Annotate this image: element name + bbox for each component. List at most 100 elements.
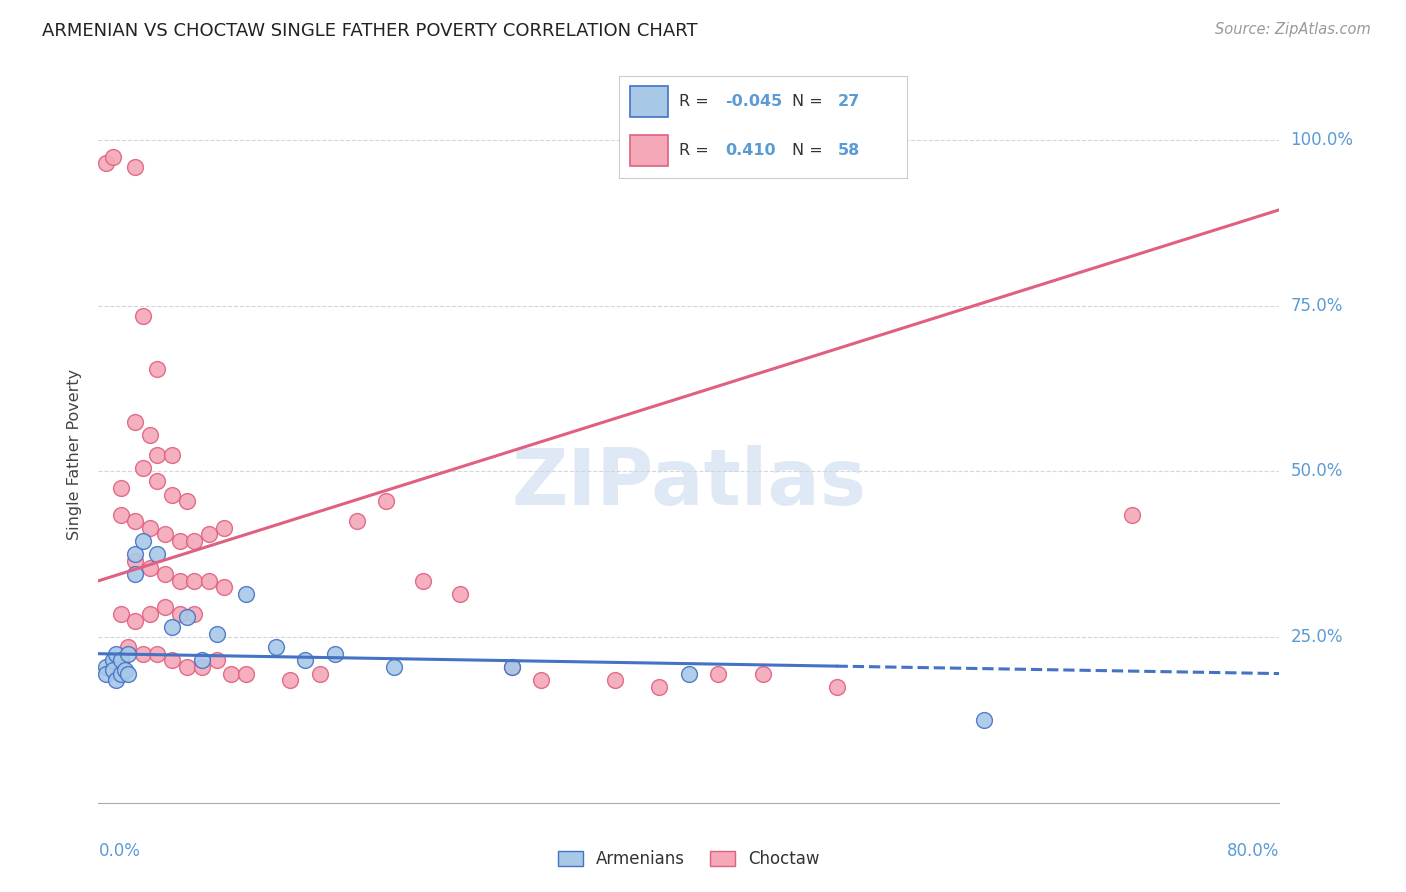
Point — [205, 627, 228, 641]
Point — [412, 574, 434, 588]
Point — [264, 640, 287, 654]
Point — [124, 554, 146, 568]
Point — [103, 663, 125, 677]
Text: 50.0%: 50.0% — [1291, 462, 1343, 481]
Point — [110, 607, 132, 621]
Point — [132, 534, 155, 549]
Point — [707, 666, 730, 681]
Legend: Armenians, Choctaw: Armenians, Choctaw — [551, 843, 827, 874]
Point — [678, 666, 700, 681]
Point — [153, 527, 176, 541]
Point — [375, 494, 398, 508]
Point — [323, 647, 346, 661]
Text: R =: R = — [679, 144, 714, 158]
Text: 80.0%: 80.0% — [1227, 842, 1279, 860]
Point — [278, 673, 302, 688]
Point — [105, 673, 128, 688]
Point — [162, 448, 183, 462]
Point — [191, 653, 214, 667]
Point — [146, 361, 169, 376]
Text: R =: R = — [679, 94, 714, 109]
Point — [132, 309, 155, 323]
Point — [103, 150, 125, 164]
Text: 27: 27 — [838, 94, 860, 109]
Text: ARMENIAN VS CHOCTAW SINGLE FATHER POVERTY CORRELATION CHART: ARMENIAN VS CHOCTAW SINGLE FATHER POVERT… — [42, 22, 697, 40]
Point — [309, 666, 332, 681]
Point — [139, 428, 162, 442]
Point — [205, 653, 228, 667]
Point — [124, 160, 146, 174]
Point — [176, 494, 198, 508]
Y-axis label: Single Father Poverty: Single Father Poverty — [67, 369, 83, 541]
Point — [94, 666, 117, 681]
Point — [973, 713, 995, 727]
Point — [117, 647, 139, 661]
Point — [162, 488, 183, 502]
Point — [605, 673, 627, 688]
Point — [825, 680, 848, 694]
Point — [751, 666, 773, 681]
Point — [146, 475, 169, 489]
Point — [176, 660, 198, 674]
Point — [346, 514, 368, 528]
Point — [1121, 508, 1143, 522]
Text: 58: 58 — [838, 144, 860, 158]
Point — [94, 156, 117, 170]
Point — [212, 521, 235, 535]
Point — [110, 508, 132, 522]
Point — [153, 600, 176, 615]
Point — [501, 660, 523, 674]
Text: ZIPatlas: ZIPatlas — [512, 445, 866, 521]
Point — [114, 663, 136, 677]
Text: 0.410: 0.410 — [725, 144, 776, 158]
Point — [449, 587, 471, 601]
Point — [530, 673, 553, 688]
Point — [169, 574, 191, 588]
Text: 75.0%: 75.0% — [1291, 297, 1343, 315]
Point — [124, 567, 146, 582]
Point — [146, 448, 169, 462]
Point — [124, 514, 146, 528]
Point — [162, 620, 183, 634]
Text: Source: ZipAtlas.com: Source: ZipAtlas.com — [1215, 22, 1371, 37]
Point — [162, 653, 183, 667]
Point — [198, 574, 221, 588]
Text: N =: N = — [792, 94, 828, 109]
FancyBboxPatch shape — [630, 136, 668, 166]
Point — [139, 607, 162, 621]
Point — [132, 461, 155, 475]
Point — [183, 534, 205, 549]
Point — [124, 614, 146, 628]
Point — [183, 607, 205, 621]
Point — [648, 680, 671, 694]
Point — [169, 607, 191, 621]
Point — [139, 521, 162, 535]
Point — [117, 640, 139, 654]
Text: 0.0%: 0.0% — [98, 842, 141, 860]
Point — [139, 560, 162, 574]
Text: -0.045: -0.045 — [725, 94, 783, 109]
Point — [212, 581, 235, 595]
Point — [294, 653, 316, 667]
Point — [94, 660, 117, 674]
Point — [132, 647, 155, 661]
Point — [382, 660, 405, 674]
Point — [124, 547, 146, 561]
Point — [169, 534, 191, 549]
Point — [146, 547, 169, 561]
Point — [117, 666, 139, 681]
Point — [105, 647, 128, 661]
Point — [103, 653, 125, 667]
Point — [219, 666, 242, 681]
Point — [110, 666, 132, 681]
Point — [153, 567, 176, 582]
Text: 25.0%: 25.0% — [1291, 628, 1343, 646]
Point — [235, 666, 257, 681]
Point — [110, 653, 132, 667]
Point — [235, 587, 257, 601]
Point — [501, 660, 523, 674]
Text: 100.0%: 100.0% — [1291, 131, 1354, 149]
Text: N =: N = — [792, 144, 828, 158]
FancyBboxPatch shape — [630, 87, 668, 117]
Point — [176, 610, 198, 624]
